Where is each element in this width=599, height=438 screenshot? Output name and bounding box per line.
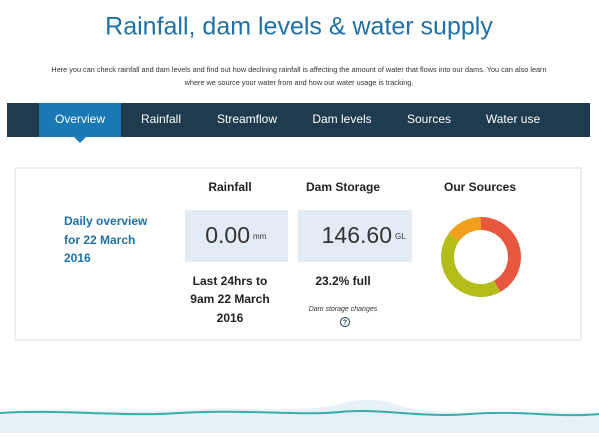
rainfall-note: Last 24hrs to [193,274,268,288]
nav-tab[interactable]: Dam levels [312,112,371,126]
dam-box [298,210,412,262]
wave-line [0,410,599,417]
intro: Here you can check rainfall and dam leve… [51,65,546,74]
donut-segment [448,217,481,242]
dam-link[interactable]: Dam storage changes [309,306,378,313]
wave-decoration [0,399,599,433]
rainfall-title: Rainfall [208,180,251,194]
active-tab [39,103,121,137]
active-tab-pointer [74,137,86,143]
title: Rainfall, dam levels & water supply [105,13,493,41]
donut-segment [441,233,501,297]
sources-title: Our Sources [444,180,516,194]
overview-heading: Daily overview [64,214,148,228]
help-icon-text[interactable]: ? [343,319,347,326]
nav-tab[interactable]: Rainfall [141,112,181,126]
overview-heading: for 22 March [64,233,135,247]
nav-tab[interactable]: Streamflow [217,112,277,126]
nav-tab[interactable]: Sources [407,112,451,126]
donut-segment [481,217,521,293]
overview-heading: 2016 [64,251,91,265]
rainfall-note: 9am 22 March [190,292,269,306]
dam-unit: GL [395,232,406,241]
nav-tab[interactable]: Overview [55,112,105,126]
help-icon[interactable] [340,317,350,327]
intro: where we source your water from and how … [184,78,414,87]
dam-value: 146.60 [322,222,392,248]
nav-tab[interactable]: Water use [486,112,541,126]
dam-title: Dam Storage [306,180,380,194]
rainfall-box [185,210,288,262]
dam-note: 23.2% full [315,274,370,288]
rainfall-unit: mm [253,232,267,241]
rainfall-value: 0.00 [205,222,250,248]
rainfall-note: 2016 [217,311,244,325]
